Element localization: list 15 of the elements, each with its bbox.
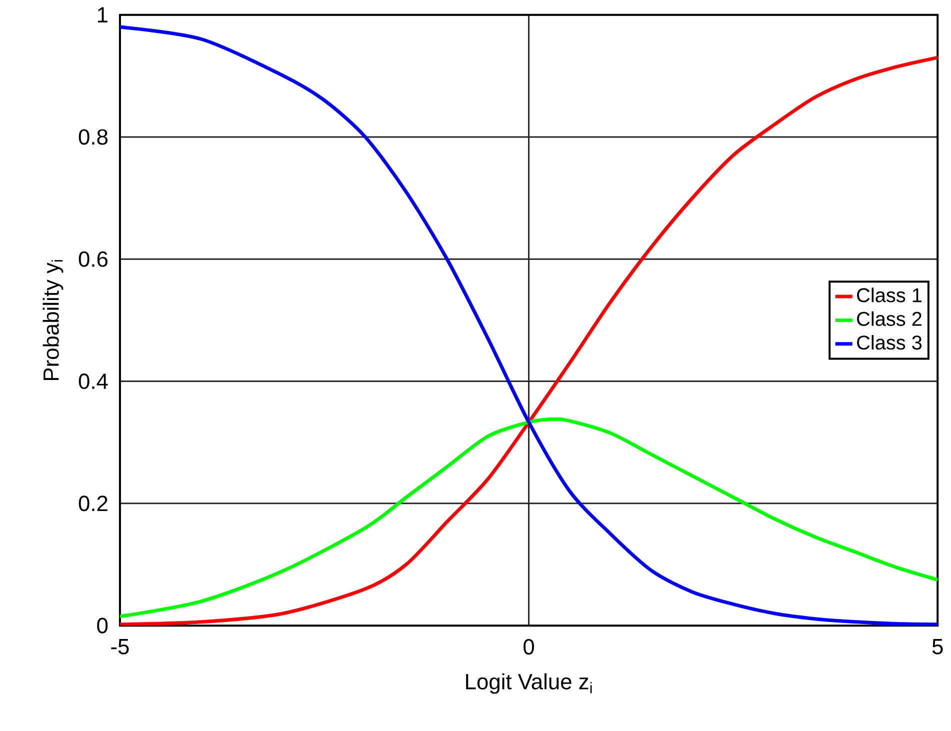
x-tick-label: 0 — [524, 639, 534, 655]
y-tick-label: 1 — [98, 8, 108, 23]
legend-label: Class 2 — [857, 312, 922, 326]
y-axis-title: Probability y$_{i}$ — [42, 260, 64, 380]
y-tick-label: 0.4 — [78, 374, 108, 390]
legend-label: Class 1 — [857, 288, 922, 303]
x-tick-label: 5 — [932, 639, 943, 655]
line-series — [120, 418, 938, 618]
legend-label: Class 3 — [857, 335, 922, 350]
x-tick-label: -5 — [111, 639, 129, 655]
y-tick-label: 0.2 — [78, 496, 108, 512]
y-tick-label: 0 — [97, 618, 108, 634]
y-tick-label: 0.8 — [78, 129, 108, 145]
x-axis-title: Logit Value z$_{i}$ — [466, 674, 592, 694]
y-tick-label: 0.6 — [78, 252, 108, 268]
